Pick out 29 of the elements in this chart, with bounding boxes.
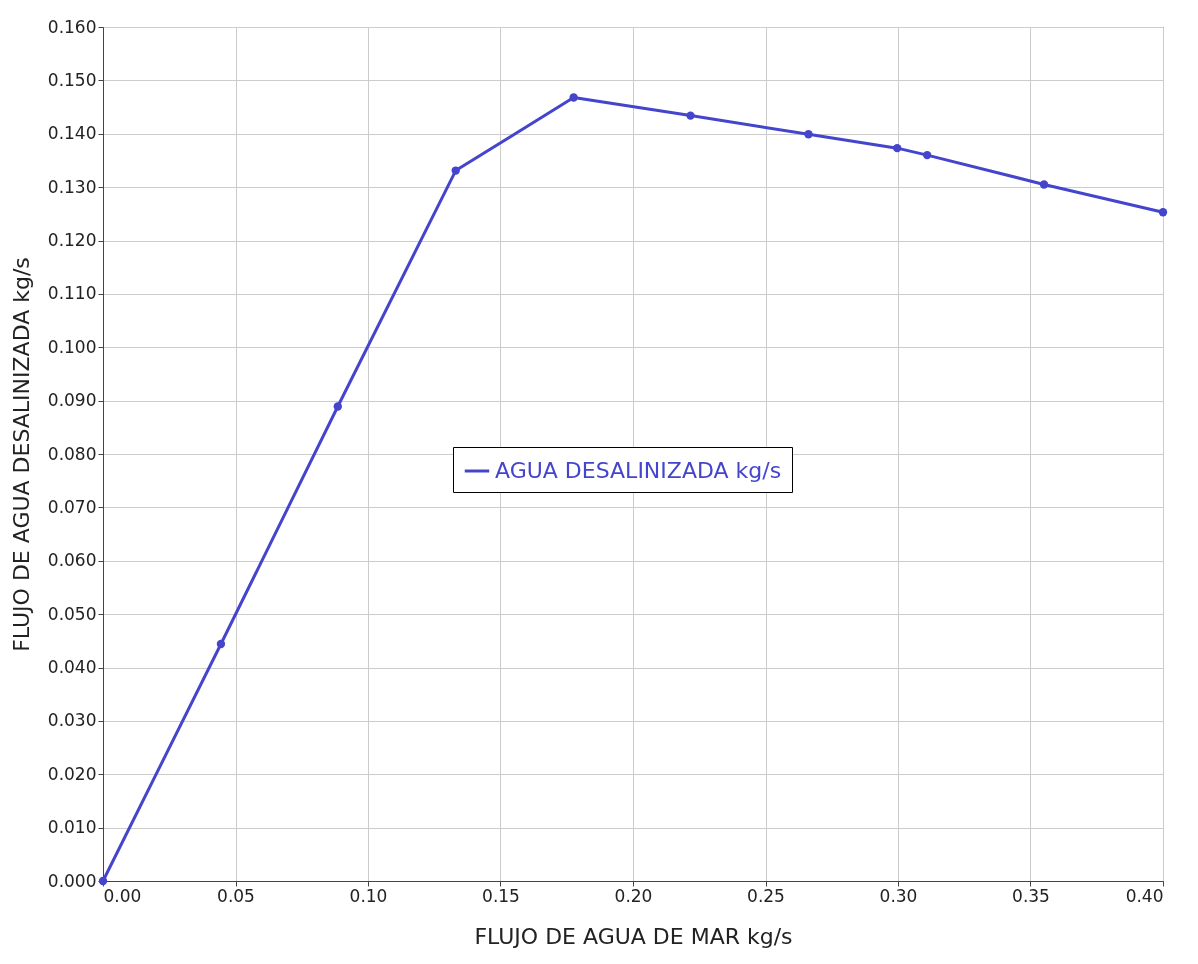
x-tick-label: 0.30 bbox=[879, 885, 918, 906]
x-tick-label: 0.40 bbox=[1125, 885, 1164, 906]
y-tick-label: 0.060 bbox=[47, 550, 97, 571]
y-tick-label: 0.140 bbox=[47, 123, 97, 144]
x-tick-label: 0.15 bbox=[482, 885, 520, 906]
y-axis-title: FLUJO DE AGUA DESALINIZADA kg/s bbox=[8, 257, 34, 652]
y-tick-label: 0.040 bbox=[47, 657, 97, 677]
x-tick-label: 0.00 bbox=[103, 885, 142, 906]
x-tick-label: 0.25 bbox=[747, 885, 785, 906]
legend-label: AGUA DESALINIZADA kg/s bbox=[495, 458, 782, 483]
x-axis-title: FLUJO DE AGUA DE MAR kg/s bbox=[474, 923, 793, 949]
y-tick-label: 0.100 bbox=[47, 336, 97, 357]
y-tick-label: 0.080 bbox=[47, 443, 97, 464]
y-tick-label: 0.010 bbox=[47, 817, 97, 838]
x-tick-label: 0.35 bbox=[1012, 885, 1050, 906]
x-tick-label: 0.20 bbox=[614, 885, 653, 906]
y-tick-label: 0.030 bbox=[47, 710, 97, 731]
y-tick-label: 0.150 bbox=[47, 69, 97, 90]
y-tick-label: 0.160 bbox=[47, 16, 97, 37]
y-tick-label: 0.090 bbox=[47, 390, 97, 411]
x-tick-label: 0.10 bbox=[349, 885, 388, 906]
y-tick-label: 0.110 bbox=[47, 283, 97, 304]
y-tick-label: 0.050 bbox=[47, 603, 97, 624]
y-tick-label: 0.000 bbox=[47, 870, 97, 891]
y-tick-label: 0.130 bbox=[47, 176, 97, 197]
x-tick-label: 0.05 bbox=[217, 885, 255, 906]
y-tick-label: 0.020 bbox=[47, 763, 97, 784]
y-tick-label: 0.070 bbox=[47, 496, 97, 517]
y-tick-label: 0.120 bbox=[47, 230, 97, 250]
